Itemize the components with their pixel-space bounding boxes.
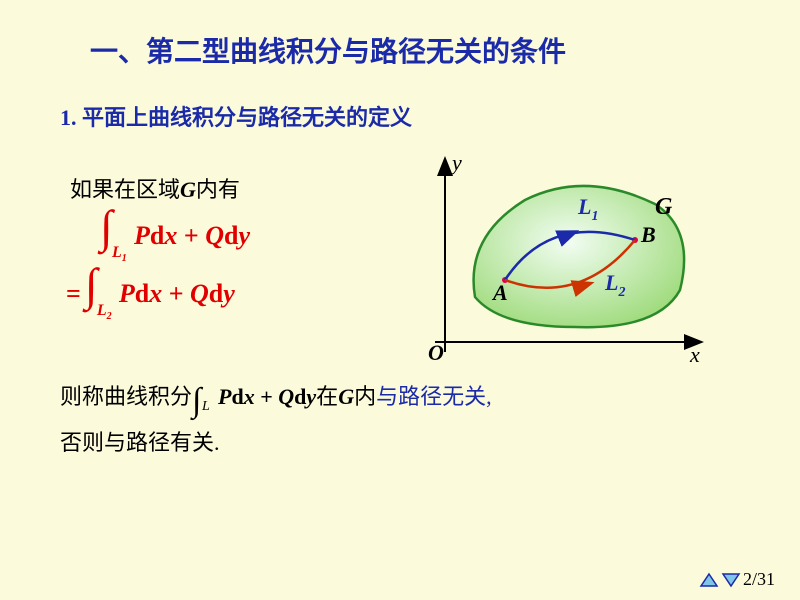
- origin-label: O: [428, 340, 444, 365]
- subsection-text: 平面上曲线积分与路径无关的定义: [82, 105, 412, 130]
- section-title: 一、第二型曲线积分与路径无关的条件: [90, 30, 740, 70]
- integral-symbol-2: ∫ L2: [85, 268, 119, 320]
- equation-line-1: ∫ L1 Pdx + Qdy: [100, 210, 390, 262]
- subsection-number: 1.: [60, 105, 77, 130]
- pager: 2/31: [699, 569, 775, 590]
- page-number: 2/31: [743, 569, 775, 590]
- integral-symbol-1: ∫ L1: [100, 210, 134, 262]
- y-axis-label: y: [450, 152, 462, 175]
- point-b-label: B: [640, 222, 656, 247]
- region-g-label: G: [655, 194, 673, 220]
- intro-line: 如果在区域G内有: [70, 172, 390, 204]
- point-a-label: A: [491, 280, 508, 305]
- conclusion-line-2: 否则与路径有关.: [60, 424, 740, 461]
- subsection-heading: 1. 平面上曲线积分与路径无关的定义: [60, 100, 740, 132]
- integral-symbol-inline: ∫L: [192, 382, 218, 416]
- path-independence-diagram: x y O G A B L1 L2: [390, 152, 710, 372]
- x-axis-label: x: [689, 342, 700, 367]
- next-slide-button[interactable]: [721, 571, 741, 589]
- conclusion-line-1: 则称曲线积分 ∫L Pdx + Qdy在G内与路径无关,: [60, 378, 740, 416]
- prev-slide-button[interactable]: [699, 571, 719, 589]
- equation-line-2: = ∫ L2 Pdx + Qdy: [66, 268, 390, 320]
